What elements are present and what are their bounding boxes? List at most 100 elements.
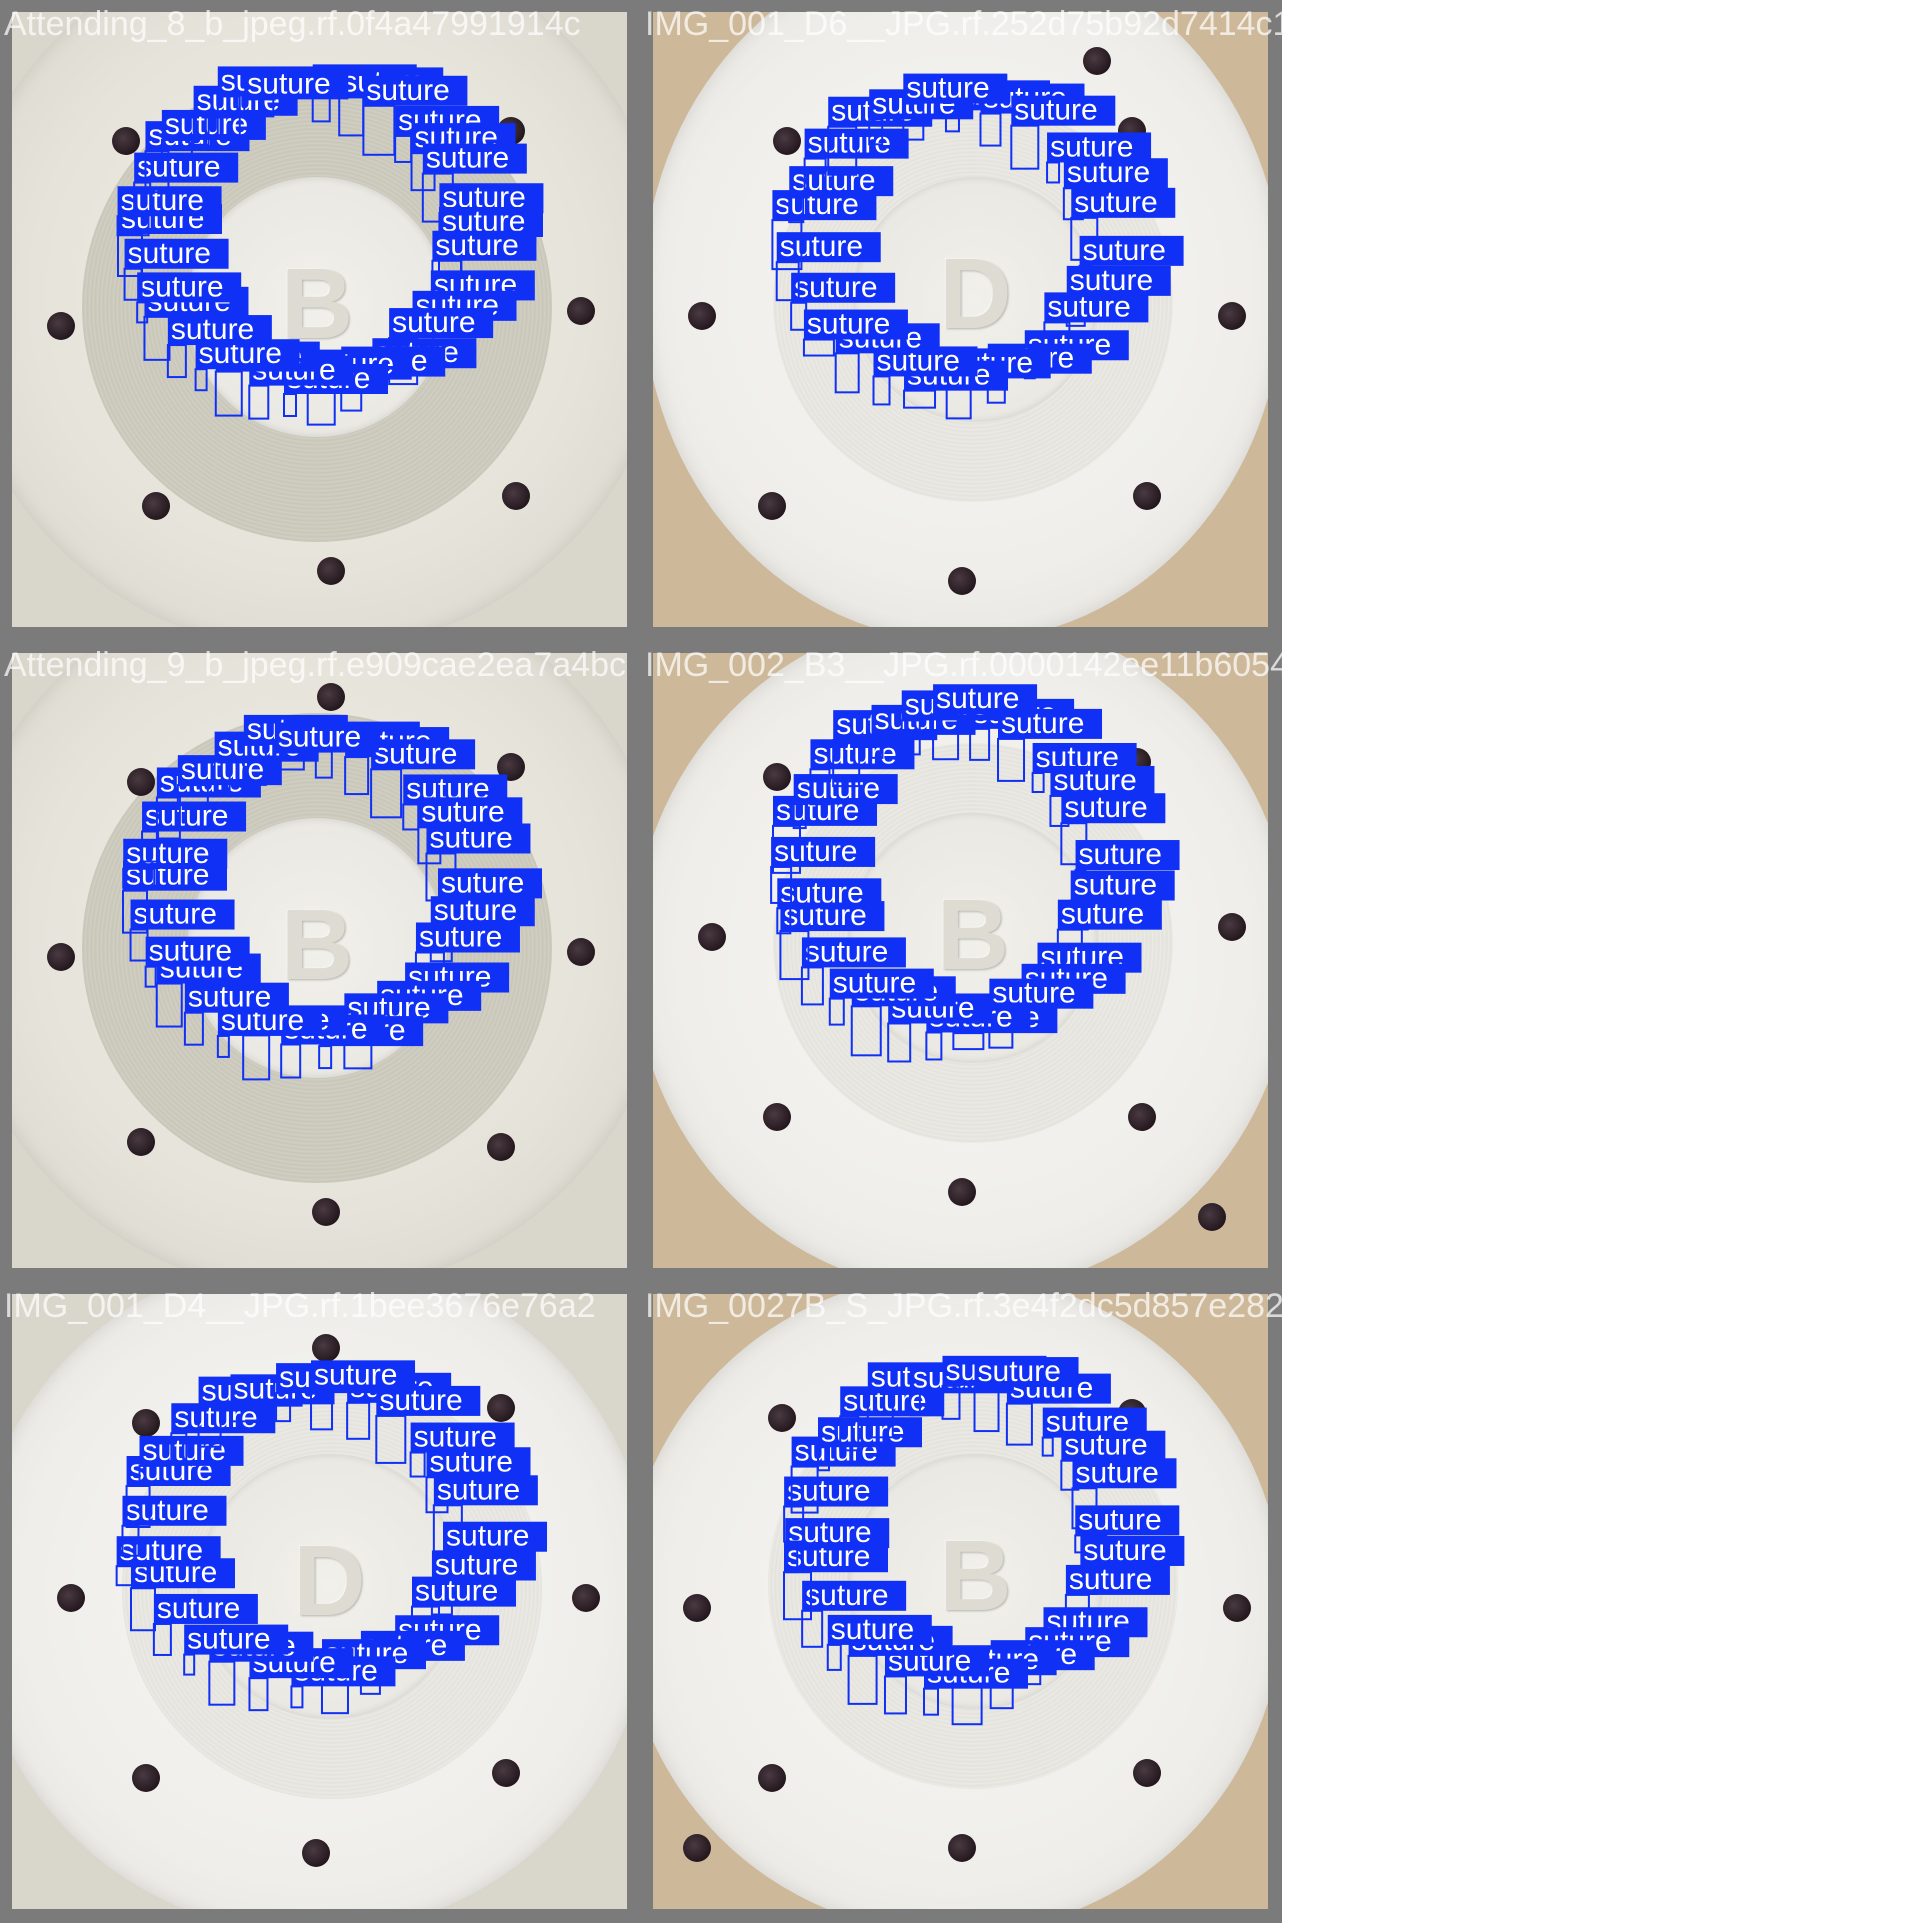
detection-label: suture [788,1516,871,1549]
detection-label: suture [157,1592,240,1625]
detection-overlay: suturesuturesuturesuturesuturesuturesutu… [641,641,1282,1282]
detection-label: suture [1064,791,1147,824]
image-tile: D suture suture suture suture suture suture su… [641,0,1282,641]
detection-label: suture [121,184,204,217]
bounding-box [1007,1404,1032,1445]
detection-overlay: suturesuturesuturesuturesuturesuturesutu… [0,641,641,1282]
bounding-box [249,1678,267,1710]
bounding-box [1043,1438,1053,1456]
bounding-box [146,967,156,987]
detection-label: suture [1074,869,1157,902]
tile-filename: IMG_0027B_S_JPG.rf.3e4f2dc5d857e28276f59 [645,1288,1282,1324]
bounding-box [926,1032,941,1059]
bounding-box [216,372,242,416]
detection-label: suture [807,308,890,341]
detection-label: suture [125,1494,208,1527]
detection-overlay: suturesuturesuturesuturesuturesuturesutu… [0,0,641,641]
bounding-box [953,1033,983,1049]
bounding-box [924,1689,938,1715]
bounding-box [196,369,207,390]
bounding-box [828,1645,841,1670]
detection-label: suture [366,74,449,107]
detection-label: suture [831,1613,914,1646]
bounding-box [243,1035,269,1079]
detection-label: suture [1014,94,1097,127]
detection-label: suture [774,835,857,868]
detection-label: suture [936,682,1019,715]
bounding-box [284,394,296,416]
detection-label: suture [429,821,512,854]
detection-label: suture [787,1475,870,1508]
tile-filename: IMG_001_D4__JPG.rf.1bee3676e76a2 [4,1288,596,1324]
bounding-box [830,999,844,1025]
bounding-box [281,1044,300,1077]
bounding-box [411,1453,425,1477]
bounding-box [347,1403,369,1439]
tile-filename: Attending_8_b_jpeg.rf.0f4a47991914c [4,6,581,42]
detection-label: suture [149,935,232,968]
bounding-box [218,1036,229,1057]
detection-label: suture [247,67,330,100]
detection-label: suture [187,1623,270,1656]
detection-label: suture [415,1575,498,1608]
bounding-box [395,136,411,162]
bounding-box [403,804,418,829]
detection-label: suture [978,1355,1061,1388]
detection-label: suture [426,142,509,175]
bounding-box [1011,126,1038,169]
tile-filename: IMG_002_B3__JPG.rf.0000142ee11b6054e8366 [645,647,1282,683]
detection-label: suture [171,313,254,346]
bounding-box [157,984,182,1027]
detection-label: suture [1083,234,1166,267]
detection-label: suture [1067,156,1150,189]
bounding-box [904,391,935,408]
image-tile: B suture suture suture suture suture suture su… [0,641,641,1282]
detection-label: suture [437,1473,520,1506]
bounding-box [168,345,186,377]
detection-label: suture [392,306,475,339]
detection-label: suture [126,837,209,870]
bounding-box [249,386,268,419]
image-tile: D suture suture suture suture suture suture su… [0,1282,641,1923]
bounding-box [363,106,394,155]
detection-label: suture [794,271,877,304]
bounding-box [209,1662,234,1705]
bounding-box [185,1013,203,1045]
bounding-box [339,97,363,135]
detection-label: suture [906,72,989,105]
bounding-box [376,1416,405,1463]
bounding-box [802,1611,822,1647]
detection-label: suture [435,229,518,262]
detection-label: suture [1074,186,1157,219]
bounding-box [849,1656,877,1704]
detection-label: suture [137,151,220,184]
detection-label: suture [419,920,502,953]
bounding-box [874,376,890,404]
image-tile: B suture suture suture suture suture suture su… [641,1282,1282,1923]
bounding-box [888,1023,910,1061]
image-tile: B suture suture suture suture suture suture su… [0,0,641,641]
detection-label: suture [780,230,863,263]
bounding-box [345,757,368,794]
detection-label: suture [1061,898,1144,931]
bounding-box [371,769,401,817]
detection-label: suture [805,935,888,968]
detection-label: suture [1079,838,1162,871]
detection-label: suture [813,737,896,770]
detection-label: suture [833,967,916,1000]
bounding-box [184,1655,194,1675]
image-tile: B suture suture suture suture suture suture su… [641,641,1282,1282]
bounding-box [131,1588,155,1630]
detection-label: suture [797,772,880,805]
detection-overlay: suturesuturesuturesuturesuturesuturesutu… [0,1282,641,1923]
bounding-box [154,1624,171,1655]
detection-label: suture [808,127,891,160]
bounding-box [791,303,806,330]
bounding-box [804,340,834,356]
detection-label: suture [805,1579,888,1612]
detection-label: suture [1047,290,1130,323]
detection-overlay: suturesuturesuturesuturesuturesuturesutu… [641,1282,1282,1923]
detection-label: suture [1078,1503,1161,1536]
bounding-box [998,739,1024,781]
